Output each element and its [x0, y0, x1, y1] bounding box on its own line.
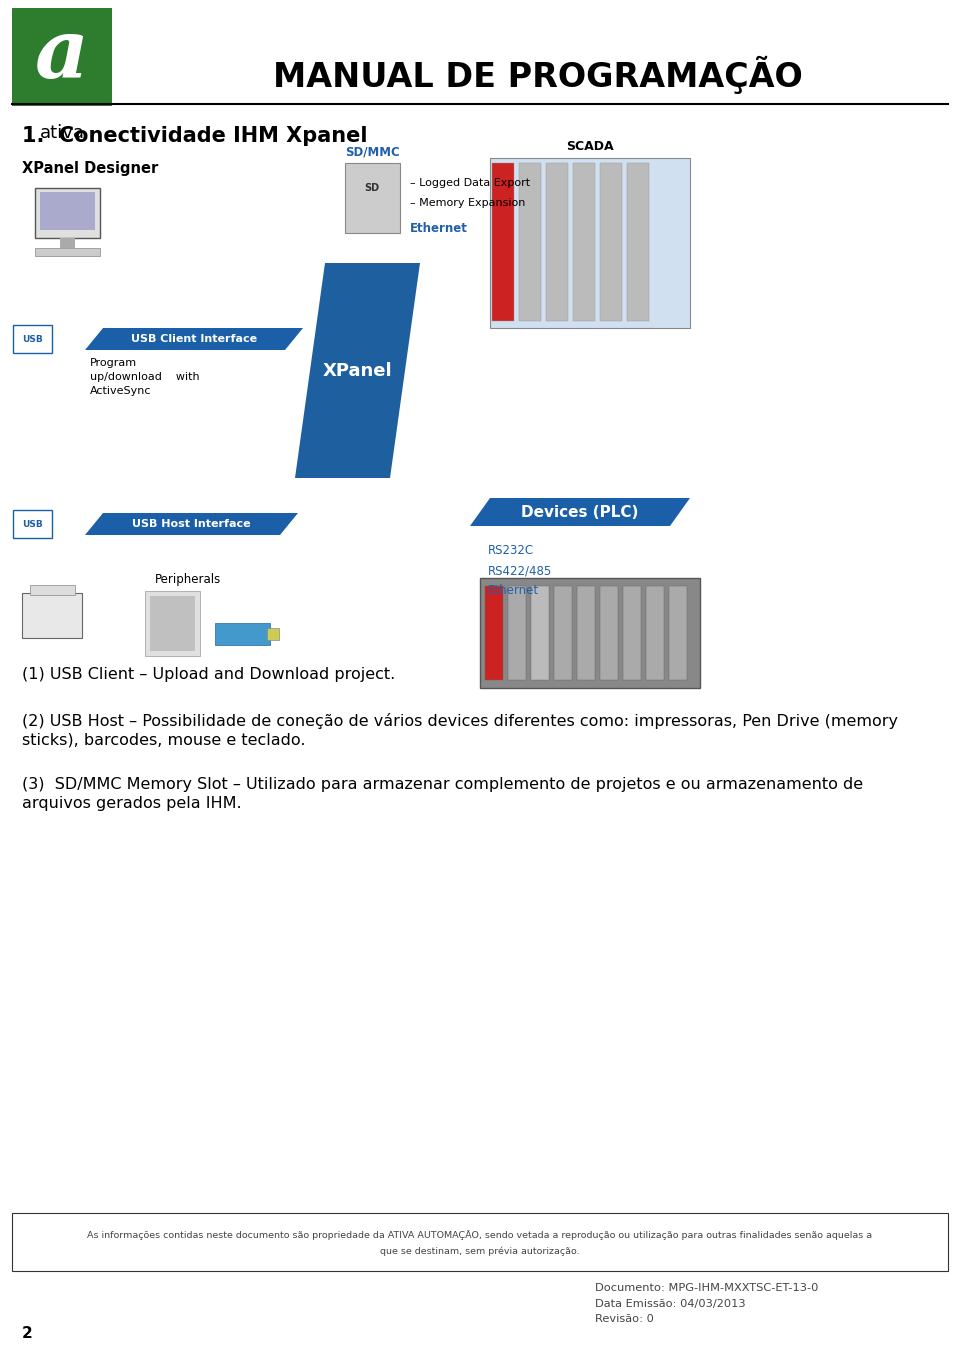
Polygon shape — [85, 513, 298, 535]
Text: sticks), barcodes, mouse e teclado.: sticks), barcodes, mouse e teclado. — [22, 732, 305, 747]
Text: USB: USB — [22, 520, 43, 528]
Bar — [145, 591, 200, 656]
Text: SCADA: SCADA — [566, 140, 613, 152]
Text: Program: Program — [90, 358, 137, 367]
Polygon shape — [470, 498, 690, 525]
Text: – Memory Expansion: – Memory Expansion — [410, 197, 525, 208]
Text: 1.  Conectividade IHM Xpanel: 1. Conectividade IHM Xpanel — [22, 127, 368, 146]
Bar — [40, 192, 95, 230]
Bar — [215, 623, 270, 645]
Text: MANUAL DE PROGRAMAÇÃO: MANUAL DE PROGRAMAÇÃO — [273, 56, 803, 94]
Bar — [669, 587, 687, 680]
Text: RS422/485: RS422/485 — [488, 563, 552, 577]
Bar — [12, 8, 112, 106]
Bar — [531, 587, 549, 680]
Bar — [480, 578, 700, 689]
Text: – Logged Data Export: – Logged Data Export — [410, 178, 530, 188]
Text: (1) USB Client – Upload and Download project.: (1) USB Client – Upload and Download pro… — [22, 667, 396, 682]
Bar — [519, 163, 541, 321]
Text: USB Client Interface: USB Client Interface — [131, 333, 257, 344]
Bar — [150, 596, 195, 651]
Text: Devices (PLC): Devices (PLC) — [521, 505, 638, 520]
Text: USB: USB — [22, 335, 43, 343]
Bar — [508, 587, 526, 680]
Text: ativa: ativa — [39, 124, 84, 142]
Bar — [546, 163, 568, 321]
Bar — [60, 238, 75, 248]
Bar — [627, 163, 649, 321]
Text: Documento: MPG-IHM-MXXTSC-ET-13-0
Data Emissão: 04/03/2013
Revisão: 0: Documento: MPG-IHM-MXXTSC-ET-13-0 Data E… — [595, 1283, 819, 1324]
Bar — [646, 587, 664, 680]
Bar — [573, 163, 595, 321]
Text: que se destinam, sem prévia autorização.: que se destinam, sem prévia autorização. — [380, 1247, 580, 1255]
Text: ActiveSync: ActiveSync — [90, 387, 152, 396]
Text: USB Host Interface: USB Host Interface — [132, 519, 251, 529]
Text: a: a — [35, 15, 89, 95]
Bar — [35, 188, 100, 238]
Bar — [35, 248, 100, 256]
Bar — [30, 585, 75, 595]
Text: Ethernet: Ethernet — [410, 222, 468, 234]
Bar — [22, 593, 82, 638]
Bar — [490, 158, 690, 328]
Bar — [485, 587, 503, 680]
Text: (3)  SD/MMC Memory Slot – Utilizado para armazenar complemento de projetos e ou : (3) SD/MMC Memory Slot – Utilizado para … — [22, 777, 863, 792]
Bar — [12, 1213, 948, 1271]
Text: SD: SD — [365, 182, 379, 193]
Text: 2: 2 — [22, 1326, 33, 1341]
Bar — [600, 587, 618, 680]
Text: RS232C: RS232C — [488, 544, 534, 557]
Bar — [492, 163, 514, 321]
Text: arquivos gerados pela IHM.: arquivos gerados pela IHM. — [22, 796, 242, 811]
Text: up/download    with: up/download with — [90, 372, 200, 382]
Bar — [623, 587, 641, 680]
Bar — [267, 627, 279, 640]
Polygon shape — [85, 328, 303, 350]
Bar — [554, 587, 572, 680]
Polygon shape — [295, 263, 420, 478]
Bar — [600, 163, 622, 321]
Text: SD/MMC: SD/MMC — [345, 146, 399, 158]
Bar — [345, 163, 400, 233]
Text: Ethernet: Ethernet — [488, 584, 540, 597]
Bar — [577, 587, 595, 680]
Text: XPanel Designer: XPanel Designer — [22, 161, 158, 176]
Text: Peripherals: Peripherals — [155, 573, 221, 587]
Text: As informações contidas neste documento são propriedade da ATIVA AUTOMAÇÃO, send: As informações contidas neste documento … — [87, 1230, 873, 1240]
Text: (2) USB Host – Possibilidade de coneção de vários devices diferentes como: impre: (2) USB Host – Possibilidade de coneção … — [22, 713, 898, 729]
Text: XPanel: XPanel — [323, 362, 393, 380]
